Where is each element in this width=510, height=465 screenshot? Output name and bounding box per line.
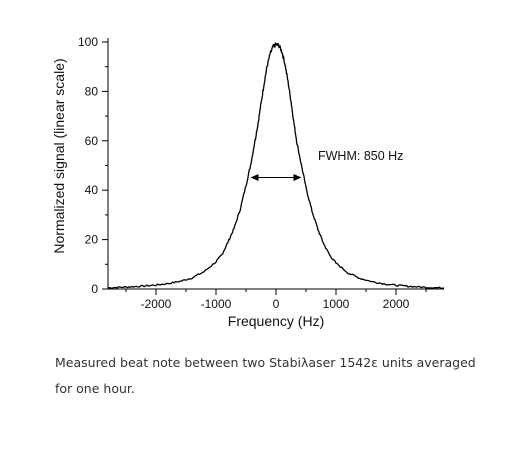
- caption-line-1: Measured beat note between two Stabiλase…: [55, 355, 476, 370]
- chart-axes: [107, 38, 444, 290]
- series-line-0: [107, 42, 445, 290]
- figure-caption: Measured beat note between two Stabiλase…: [55, 350, 495, 402]
- y-tick-label: 0: [91, 282, 98, 296]
- fwhm-arrow-right: [293, 174, 302, 181]
- caption-line-2: for one hour.: [55, 381, 135, 396]
- x-tick-label: 1000: [323, 297, 350, 311]
- y-tick-label: 100: [78, 35, 98, 49]
- x-tick-label: -2000: [141, 297, 172, 311]
- fwhm-label: FWHM: 850 Hz: [318, 149, 403, 163]
- chart-ticks: 0 20 40 60 80 100 -2000 -1000 0 1000 2000: [78, 35, 427, 311]
- x-axis-label: Frequency (Hz): [228, 313, 324, 329]
- y-axis-label: Normalized signal (linear scale): [51, 58, 67, 253]
- x-tick-label: -1000: [201, 297, 232, 311]
- y-tick-label: 80: [85, 84, 99, 98]
- chart-annotation: FWHM: 850 Hz: [250, 149, 403, 181]
- fwhm-arrow-left: [250, 174, 259, 181]
- beat-note-chart: 0 20 40 60 80 100 -2000 -1000 0 1000 2000 FWHM: 85…: [51, 35, 445, 329]
- chart-series: [107, 42, 445, 290]
- x-tick-label: 2000: [383, 297, 410, 311]
- y-tick-label: 20: [85, 233, 99, 247]
- y-tick-label: 60: [85, 134, 99, 148]
- x-tick-label: 0: [273, 297, 280, 311]
- y-tick-label: 40: [85, 183, 99, 197]
